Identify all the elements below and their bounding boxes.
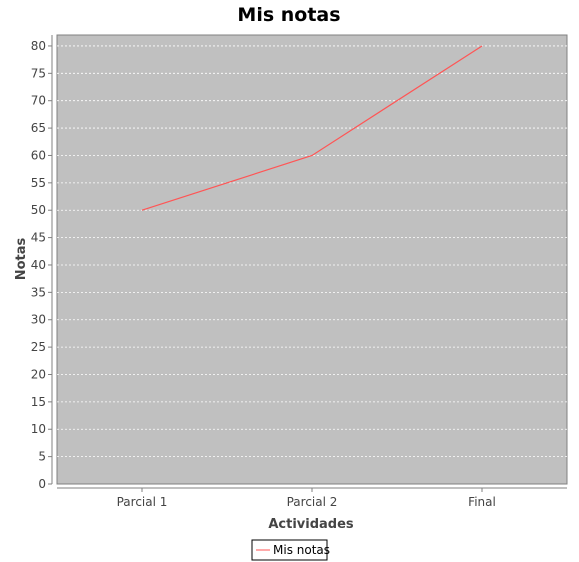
y-tick-label: 70 — [31, 94, 46, 108]
y-tick-label: 15 — [31, 395, 46, 409]
y-tick-label: 75 — [31, 66, 46, 80]
y-tick-label: 30 — [31, 313, 46, 327]
x-tick-label: Parcial 1 — [117, 495, 168, 509]
y-axis-label: Notas — [14, 237, 29, 280]
y-tick-label: 80 — [31, 39, 46, 53]
y-tick-label: 50 — [31, 203, 46, 217]
series-lines — [141, 45, 483, 211]
y-tick-label: 60 — [31, 148, 46, 162]
y-tick-label: 55 — [31, 176, 46, 190]
y-tick-label: 40 — [31, 258, 46, 272]
x-tick-label: Final — [468, 495, 496, 509]
series-line-0 — [141, 45, 483, 211]
y-tick-label: 25 — [31, 340, 46, 354]
y-tick-label: 10 — [31, 422, 46, 436]
y-tick-label: 45 — [31, 231, 46, 245]
chart-title: Mis notas — [237, 4, 340, 26]
legend-box — [251, 539, 328, 561]
plot-area — [56, 34, 568, 485]
y-tick-label: 65 — [31, 121, 46, 135]
legend-entry: Mis notas — [273, 543, 330, 557]
y-tick-label: 5 — [38, 450, 46, 464]
x-axis-label: Actividades — [268, 517, 354, 532]
x-axis: Parcial 1 Parcial 2 Final — [57, 487, 567, 509]
legend: Mis notas — [251, 539, 330, 561]
x-tick-label: Parcial 2 — [287, 495, 338, 509]
y-tick-label: 35 — [31, 285, 46, 299]
y-tick-label: 0 — [38, 477, 46, 491]
y-tick-label: 20 — [31, 367, 46, 381]
y-axis: 0 5 10 15 20 25 30 35 40 45 50 55 60 65 70 75 80 — [31, 35, 53, 491]
